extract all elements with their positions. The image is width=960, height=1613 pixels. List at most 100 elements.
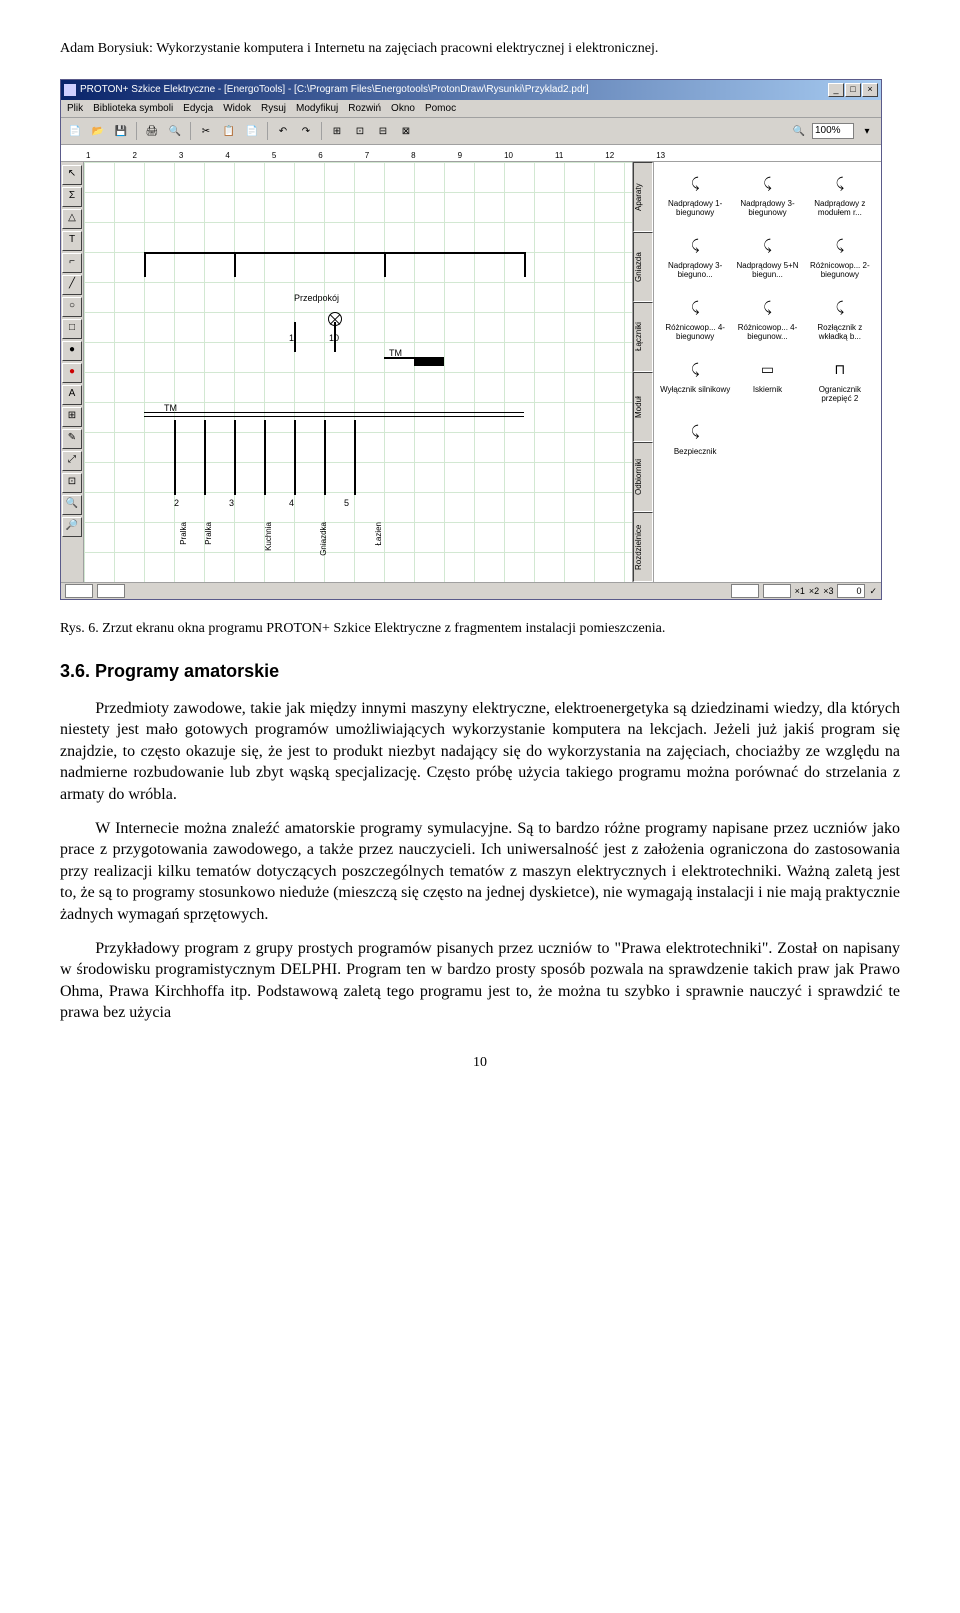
block-symbol: [414, 358, 444, 366]
toolbar-button[interactable]: ⊡: [350, 121, 370, 141]
toolbar-button[interactable]: 📂: [88, 121, 108, 141]
screenshot-figure: PROTON+ Szkice Elektryczne - [EnergoTool…: [60, 79, 900, 601]
wire: [144, 412, 524, 413]
category-tab[interactable]: Łączniki: [633, 302, 653, 372]
ruler-tick: 10: [504, 151, 513, 162]
palette-tool[interactable]: 🔍: [62, 495, 82, 515]
toolbar-button[interactable]: ↷: [296, 121, 316, 141]
status-check-icon: ✓: [869, 585, 877, 597]
library-item[interactable]: ⤹Różnicowop... 2-biegunowy: [805, 230, 875, 288]
toolbar-button[interactable]: ⊞: [327, 121, 347, 141]
library-symbol-icon: ⤹: [825, 168, 855, 198]
menu-item[interactable]: Widok: [223, 102, 251, 116]
palette-tool[interactable]: ●: [62, 341, 82, 361]
library-item-label: Nadprądowy 3-bieguno...: [660, 262, 730, 280]
palette-tool[interactable]: T: [62, 231, 82, 251]
palette-tool[interactable]: ╱: [62, 275, 82, 295]
category-tab[interactable]: Gniazda: [633, 232, 653, 302]
canvas-vlabel: Pralka: [179, 522, 190, 545]
toolbar-button[interactable]: ↶: [273, 121, 293, 141]
toolbar-button[interactable]: 📄: [65, 121, 85, 141]
toolbar-button[interactable]: 💾: [111, 121, 131, 141]
palette-tool[interactable]: Σ: [62, 187, 82, 207]
tool-palette: ↖Σ△T⌐╱○□●●A⊞✎⤢⊡🔍🔎: [61, 162, 84, 582]
toolbar-button[interactable]: 🔍: [789, 121, 809, 141]
toolbar-button[interactable]: 📄: [242, 121, 262, 141]
toolbar-button[interactable]: 🔍: [165, 121, 185, 141]
toolbar: 📄 📂 💾 🖨 🔍 ✂ 📋 📄 ↶ ↷ ⊞ ⊡ ⊟ ⊠ 🔍 100% ▾: [61, 118, 881, 145]
palette-tool[interactable]: A: [62, 385, 82, 405]
category-tab[interactable]: Odbiorniki: [633, 442, 653, 512]
status-label: ×1: [795, 585, 805, 597]
menu-item[interactable]: Edycja: [183, 102, 213, 116]
palette-tool[interactable]: ●: [62, 363, 82, 383]
status-field: [763, 584, 791, 598]
palette-tool[interactable]: △: [62, 209, 82, 229]
drawing-canvas[interactable]: Przedpokój110TMTM2345PralkaPralkaKuchnia…: [84, 162, 633, 582]
library-item[interactable]: ⤹Nadprądowy z modułem r...: [805, 168, 875, 226]
category-tab[interactable]: Aparaty: [633, 162, 653, 232]
canvas-vlabel: Pralka: [204, 522, 215, 545]
library-symbol-icon: ⤹: [680, 292, 710, 322]
palette-tool[interactable]: ⊡: [62, 473, 82, 493]
category-tab[interactable]: Moduł: [633, 372, 653, 442]
wire: [294, 420, 296, 495]
palette-tool[interactable]: 🔎: [62, 517, 82, 537]
toolbar-button[interactable]: 📋: [219, 121, 239, 141]
toolbar-button[interactable]: ✂: [196, 121, 216, 141]
palette-tool[interactable]: □: [62, 319, 82, 339]
menubar: Plik Biblioteka symboli Edycja Widok Rys…: [61, 100, 881, 119]
library-item-label: Różnicowop... 4-biegunowy: [660, 324, 730, 342]
app-icon: [64, 84, 76, 96]
palette-tool[interactable]: ○: [62, 297, 82, 317]
menu-item[interactable]: Rysuj: [261, 102, 286, 116]
library-item[interactable]: ⤹Bezpiecznik: [660, 416, 730, 474]
library-item[interactable]: ⊓Ogranicznik przepięć 2: [805, 354, 875, 412]
library-item[interactable]: ▭Iskiernik: [732, 354, 802, 412]
wire: [324, 420, 326, 495]
library-item-label: Nadprądowy 3-biegunowy: [732, 200, 802, 218]
toolbar-button[interactable]: 🖨: [142, 121, 162, 141]
maximize-button[interactable]: □: [845, 83, 861, 97]
toolbar-button[interactable]: ⊟: [373, 121, 393, 141]
library-item[interactable]: ⤹ Różnicowop... 4-biegunowy: [660, 292, 730, 350]
wire: [234, 420, 236, 495]
palette-tool[interactable]: ⊞: [62, 407, 82, 427]
category-tabs: AparatyGniazdaŁącznikiModułOdbiornikiRoz…: [633, 162, 654, 582]
page-number: 10: [60, 1054, 900, 1073]
menu-item[interactable]: Biblioteka symboli: [93, 102, 173, 116]
menu-item[interactable]: Pomoc: [425, 102, 456, 116]
wire: [524, 252, 526, 277]
library-item[interactable]: ⤹Nadprądowy 1-biegunowy: [660, 168, 730, 226]
page-header: Adam Borysiuk: Wykorzystanie komputera i…: [60, 40, 900, 59]
palette-tool[interactable]: ⤢: [62, 451, 82, 471]
ruler-tick: 11: [555, 151, 563, 162]
menu-item[interactable]: Modyfikuj: [296, 102, 338, 116]
ruler-tick: 4: [225, 151, 229, 162]
ruler-tick: 8: [411, 151, 415, 162]
menu-item[interactable]: Rozwiń: [348, 102, 381, 116]
menu-item[interactable]: Plik: [67, 102, 83, 116]
library-item[interactable]: ⤹Nadprądowy 5+N biegun...: [732, 230, 802, 288]
library-item[interactable]: ⤹Nadprądowy 3-bieguno...: [660, 230, 730, 288]
toolbar-button[interactable]: ⊠: [396, 121, 416, 141]
library-item[interactable]: ⤹Rozłącznik z wkładką b...: [805, 292, 875, 350]
library-item-label: Różnicowop... 4-biegunow...: [732, 324, 802, 342]
close-button[interactable]: ×: [862, 83, 878, 97]
library-item[interactable]: ⤹Różnicowop... 4-biegunow...: [732, 292, 802, 350]
menu-item[interactable]: Okno: [391, 102, 415, 116]
wire: [354, 420, 356, 495]
toolbar-button[interactable]: ▾: [857, 121, 877, 141]
library-item[interactable]: ⤹Wyłącznik silnikowy: [660, 354, 730, 412]
library-symbol-icon: ⤹: [680, 354, 710, 384]
wire: [144, 252, 524, 254]
zoom-field[interactable]: 100%: [812, 123, 854, 139]
ruler-tick: 2: [132, 151, 136, 162]
library-symbol-icon: ⤹: [752, 168, 782, 198]
category-tab[interactable]: Rozdzielnice: [633, 512, 653, 582]
palette-tool[interactable]: ⌐: [62, 253, 82, 273]
library-item[interactable]: ⤹ Nadprądowy 3-biegunowy: [732, 168, 802, 226]
palette-tool[interactable]: ↖: [62, 165, 82, 185]
palette-tool[interactable]: ✎: [62, 429, 82, 449]
minimize-button[interactable]: _: [828, 83, 844, 97]
